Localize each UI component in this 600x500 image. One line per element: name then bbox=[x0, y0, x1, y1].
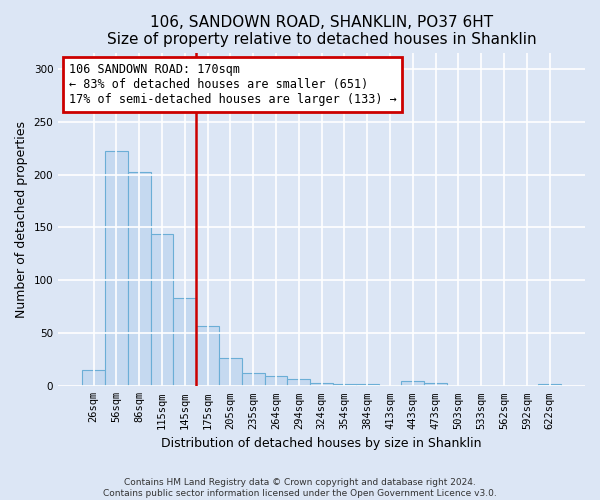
Title: 106, SANDOWN ROAD, SHANKLIN, PO37 6HT
Size of property relative to detached hous: 106, SANDOWN ROAD, SHANKLIN, PO37 6HT Si… bbox=[107, 15, 536, 48]
Bar bbox=[287, 379, 310, 386]
Bar bbox=[265, 376, 287, 386]
Bar bbox=[105, 151, 128, 386]
X-axis label: Distribution of detached houses by size in Shanklin: Distribution of detached houses by size … bbox=[161, 437, 482, 450]
Bar bbox=[219, 358, 242, 386]
Bar bbox=[196, 326, 219, 386]
Bar bbox=[310, 383, 333, 386]
Bar bbox=[128, 172, 151, 386]
Text: Contains HM Land Registry data © Crown copyright and database right 2024.
Contai: Contains HM Land Registry data © Crown c… bbox=[103, 478, 497, 498]
Bar bbox=[242, 372, 265, 386]
Bar bbox=[356, 384, 379, 386]
Bar bbox=[401, 381, 424, 386]
Text: 106 SANDOWN ROAD: 170sqm
← 83% of detached houses are smaller (651)
17% of semi-: 106 SANDOWN ROAD: 170sqm ← 83% of detach… bbox=[69, 62, 397, 106]
Bar bbox=[538, 384, 561, 386]
Bar bbox=[424, 383, 447, 386]
Bar bbox=[333, 384, 356, 386]
Bar bbox=[82, 370, 105, 386]
Y-axis label: Number of detached properties: Number of detached properties bbox=[15, 121, 28, 318]
Bar bbox=[151, 234, 173, 386]
Bar bbox=[173, 298, 196, 386]
